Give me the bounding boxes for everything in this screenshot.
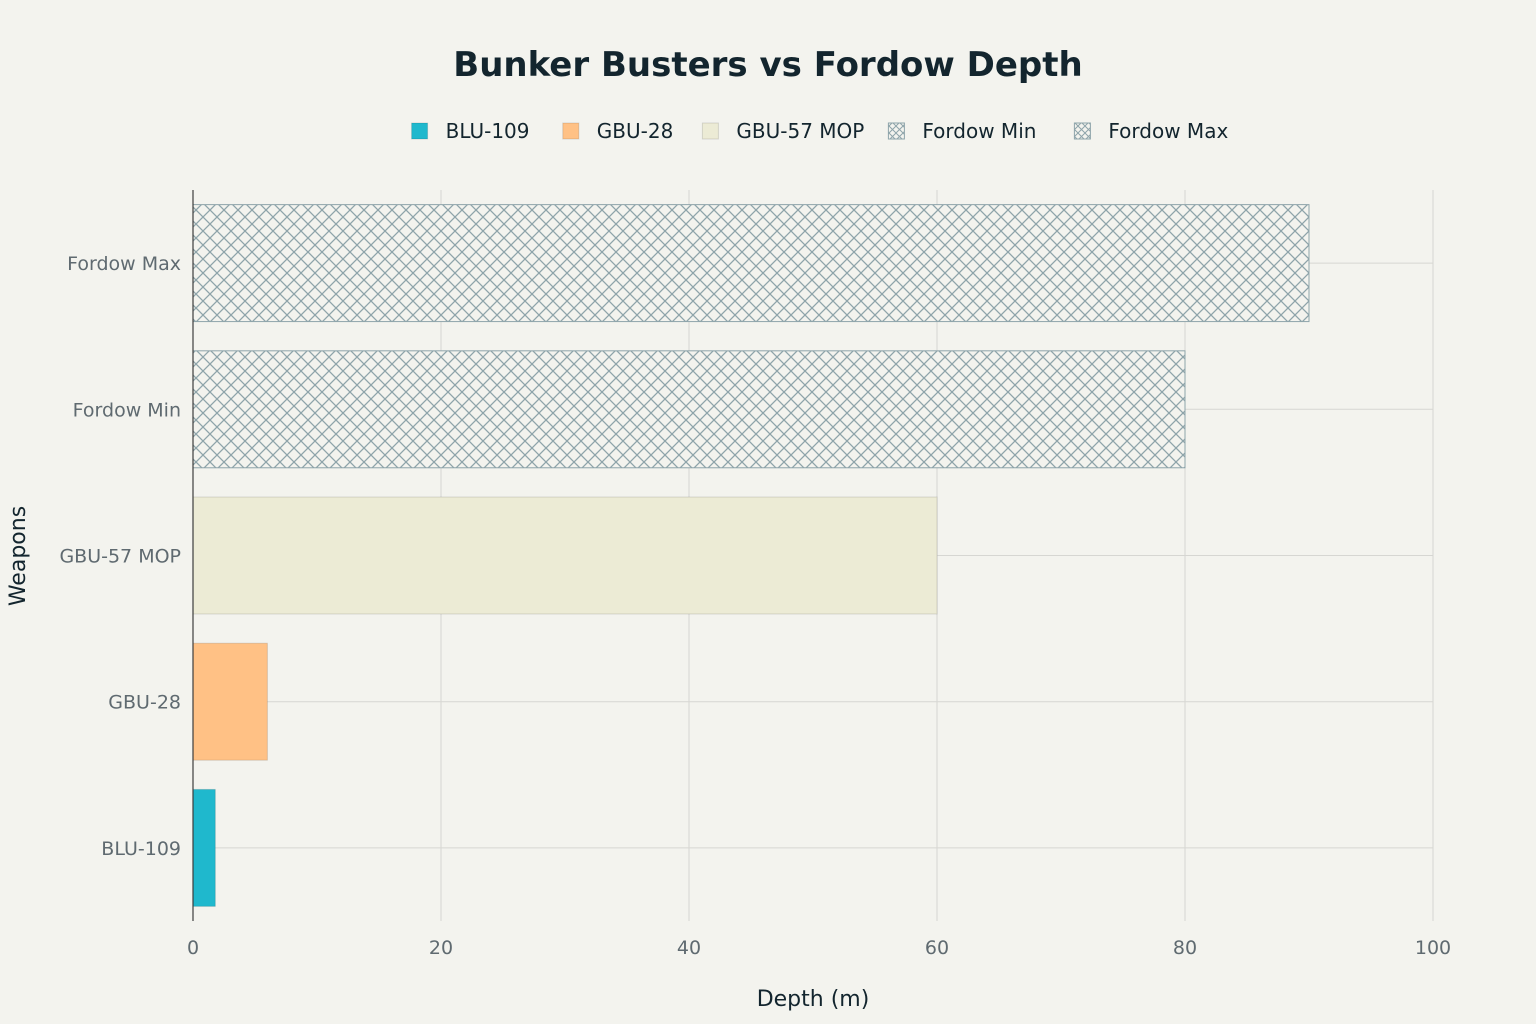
axes: 0 20 40 60 80 100 BLU-109 GBU-28 GBU-57 MOP Fordo…: [59, 190, 1451, 959]
legend-swatch: [701, 122, 719, 140]
x-tick-label: 80: [1173, 937, 1197, 959]
legend-item: GBU-57 MOP: [701, 119, 864, 143]
bar-gbu-57-mop: [192, 496, 938, 615]
legend-swatch: [562, 122, 580, 140]
x-tick-label: 100: [1415, 937, 1451, 959]
legend-swatch: [1073, 122, 1091, 140]
legend-label: BLU-109: [446, 119, 530, 143]
legend-item: Fordow Max: [1073, 119, 1228, 143]
y-axis-title: Weapons: [6, 506, 31, 606]
bars: [192, 204, 1310, 907]
legend-item: Fordow Min: [887, 119, 1036, 143]
y-tick-label: BLU-109: [101, 838, 181, 860]
x-tick-label: 60: [925, 937, 949, 959]
legend-item: BLU-109: [411, 119, 530, 143]
bar-fordow-max: [192, 204, 1310, 323]
y-tick-label: Fordow Min: [73, 399, 181, 421]
x-axis-title: Depth (m): [757, 987, 870, 1012]
bar-blu-109: [192, 788, 216, 907]
legend-swatch: [411, 122, 429, 140]
legend-item: GBU-28: [562, 119, 674, 143]
legend-label: GBU-28: [597, 119, 674, 143]
x-tick-label: 0: [187, 937, 199, 959]
legend-label: Fordow Min: [922, 119, 1036, 143]
y-tick-label: Fordow Max: [67, 253, 181, 275]
legend-label: GBU-57 MOP: [736, 119, 864, 143]
x-tick-label: 40: [677, 937, 701, 959]
x-tick-label: 20: [429, 937, 453, 959]
bar-fordow-min: [192, 350, 1186, 469]
legend-swatch: [887, 122, 905, 140]
chart-title: Bunker Busters vs Fordow Depth: [453, 45, 1082, 85]
bar-gbu-28: [192, 642, 268, 761]
y-tick-label: GBU-28: [108, 692, 181, 714]
y-tick-label: GBU-57 MOP: [59, 546, 181, 568]
legend: BLU-109 GBU-28 GBU-57 MOP Fordow Min Fordow …: [411, 119, 1228, 143]
legend-label: Fordow Max: [1108, 119, 1228, 143]
